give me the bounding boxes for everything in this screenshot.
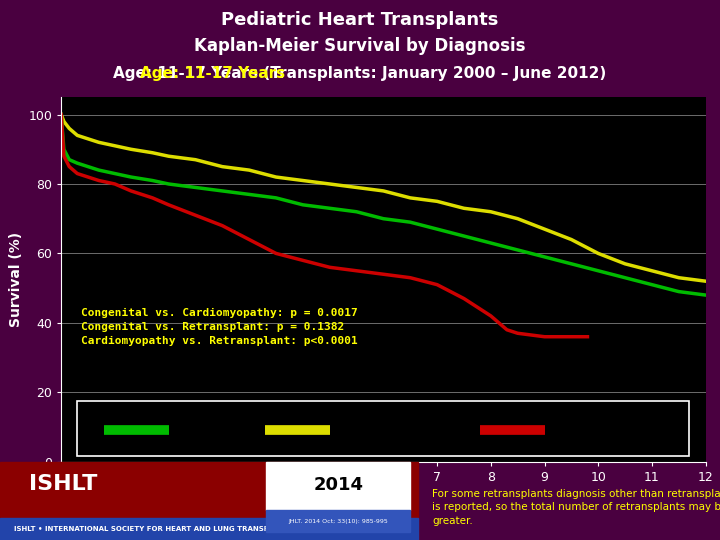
Text: Kaplan-Meier Survival by Diagnosis: Kaplan-Meier Survival by Diagnosis <box>194 37 526 55</box>
Bar <box>0 518 418 540</box>
Text: Congenital vs. Cardiomyopathy: p = 0.0017
Congenital vs. Retransplant: p = 0.138: Congenital vs. Cardiomyopathy: p = 0.001… <box>81 308 357 346</box>
Text: Pediatric Heart Transplants: Pediatric Heart Transplants <box>221 11 499 29</box>
FancyBboxPatch shape <box>77 401 690 456</box>
Y-axis label: Survival (%): Survival (%) <box>9 232 23 327</box>
Bar <box>266 462 410 510</box>
Bar <box>266 510 410 532</box>
Bar <box>0 462 418 540</box>
Text: Age: 11-17 Years: Age: 11-17 Years <box>140 66 286 81</box>
Text: For some retransplants diagnosis other than retransplant
is reported, so the tot: For some retransplants diagnosis other t… <box>432 489 720 525</box>
Text: JHLT. 2014 Oct; 33(10): 985-995: JHLT. 2014 Oct; 33(10): 985-995 <box>289 519 388 524</box>
X-axis label: Years: Years <box>360 487 407 502</box>
Text: Age: 11-17 Years (Transplants: January 2000 – June 2012): Age: 11-17 Years (Transplants: January 2… <box>113 66 607 81</box>
Text: 2014: 2014 <box>313 476 364 494</box>
Text: Age: 11-17 Years (Transplants: January 2000 – June 2012): Age: 11-17 Years (Transplants: January 2… <box>113 66 607 81</box>
Text: ISHLT: ISHLT <box>29 474 97 494</box>
Text: ISHLT • INTERNATIONAL SOCIETY FOR HEART AND LUNG TRANSPLANTATION: ISHLT • INTERNATIONAL SOCIETY FOR HEART … <box>14 526 314 532</box>
